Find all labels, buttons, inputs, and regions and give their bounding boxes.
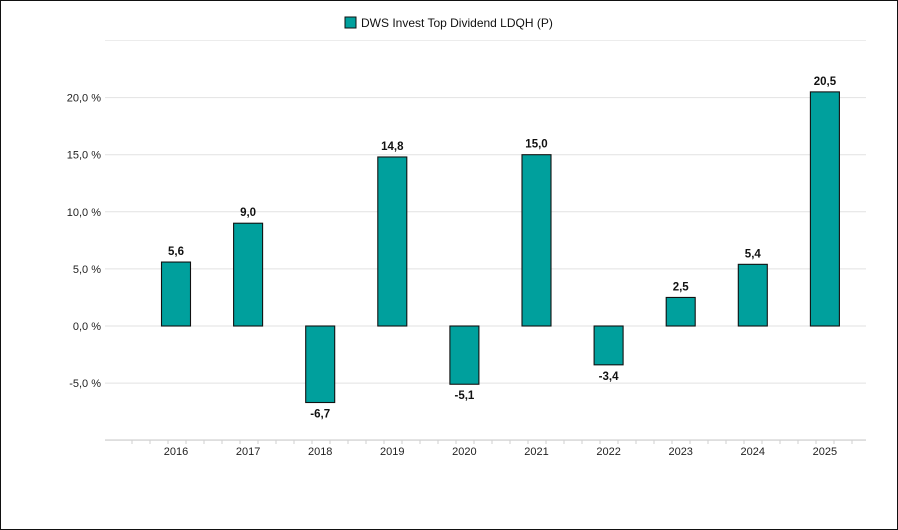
bar-2023[interactable] (665, 296, 696, 327)
data-label-2016: 5,6 (168, 246, 184, 258)
x-tick-label-2020: 2020 (452, 446, 476, 458)
x-tick-label-2021: 2021 (524, 446, 548, 458)
legend: DWS Invest Top Dividend LDQH (P) (344, 16, 553, 30)
y-tick-label: 15,0 % (67, 150, 101, 162)
x-tick-label-2022: 2022 (596, 446, 620, 458)
bar-2020[interactable] (449, 325, 480, 385)
data-label-2018: -6,7 (310, 409, 330, 421)
y-tick-label: 20,0 % (67, 93, 101, 105)
bar-2016[interactable] (160, 261, 192, 327)
x-tick-label-2017: 2017 (236, 446, 260, 458)
x-tick-label-2023: 2023 (668, 446, 692, 458)
data-label-2017: 9,0 (240, 207, 256, 219)
x-tick-label-2016: 2016 (164, 446, 188, 458)
bar-2025[interactable] (809, 91, 840, 327)
data-label-2022: -3,4 (599, 371, 619, 383)
data-labels: 5,6 9,0 -6,7 14,8 -5,1 15,0 -3,4 2,5 5,4 20,5 (168, 76, 837, 421)
data-label-2023: 2,5 (673, 281, 690, 293)
bar-2018[interactable] (305, 325, 336, 404)
x-tick-label-2019: 2019 (380, 446, 404, 458)
data-label-2019: 14,8 (381, 141, 404, 153)
gridlines (105, 40, 866, 441)
bar-2019[interactable] (377, 156, 408, 327)
legend-swatch (344, 16, 357, 29)
x-axis: 2016 2017 2018 2019 2020 2021 2022 2023 2024 2025 (105, 439, 866, 458)
data-label-2020: -5,1 (454, 390, 474, 402)
bar-2022[interactable] (593, 325, 624, 366)
data-label-2025: 20,5 (814, 76, 837, 88)
data-label-2021: 15,0 (525, 139, 547, 151)
x-tick-label-2018: 2018 (308, 446, 332, 458)
bars (160, 91, 840, 404)
legend-label: DWS Invest Top Dividend LDQH (P) (361, 16, 553, 30)
bar-2017[interactable] (233, 222, 264, 327)
y-axis-ticks: -5,0 % 0,0 % 5,0 % 10,0 % 15,0 % 20,0 % (67, 93, 101, 391)
x-tick-label-2025: 2025 (813, 446, 837, 458)
bar-2021[interactable] (521, 154, 552, 327)
y-tick-label: -5,0 % (69, 378, 101, 390)
y-tick-label: 10,0 % (67, 207, 101, 219)
bar-2024[interactable] (737, 263, 768, 327)
y-tick-label: 0,0 % (73, 321, 101, 333)
y-tick-label: 5,0 % (73, 264, 101, 276)
x-tick-label-2024: 2024 (741, 446, 765, 458)
data-label-2024: 5,4 (745, 248, 762, 260)
